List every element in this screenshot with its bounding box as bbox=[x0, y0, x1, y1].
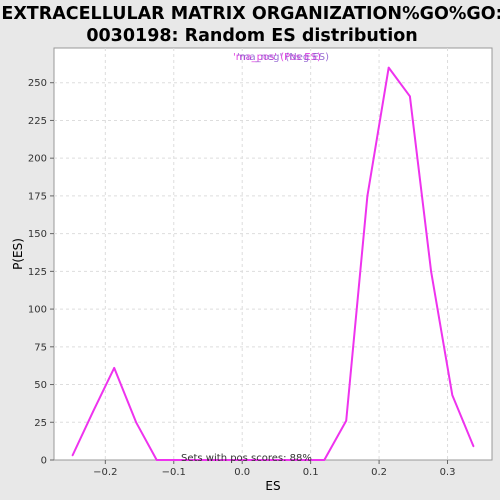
data-point bbox=[135, 421, 137, 424]
series-line bbox=[71, 66, 475, 461]
y-tick-label: 175 bbox=[28, 191, 47, 202]
legend-entry-neg: 'ma_neg' (Neg ES) bbox=[237, 52, 329, 63]
data-point bbox=[258, 459, 261, 461]
legend-entry-pos: 'ma_pos' (Pos ES) bbox=[233, 52, 321, 63]
x-tick-label: −0.2 bbox=[93, 467, 117, 478]
data-point bbox=[196, 459, 199, 461]
data-point bbox=[113, 367, 116, 369]
y-tick-label: 75 bbox=[34, 342, 47, 353]
y-tick-label: 50 bbox=[34, 380, 47, 391]
x-axis-label: ES bbox=[265, 479, 280, 493]
y-tick-label: 100 bbox=[28, 305, 47, 316]
data-point bbox=[345, 419, 348, 422]
plot-area bbox=[53, 47, 493, 461]
data-point bbox=[451, 394, 454, 396]
data-point bbox=[472, 445, 475, 448]
x-tick-label: 0.0 bbox=[234, 467, 250, 478]
data-point bbox=[155, 459, 158, 461]
data-point bbox=[387, 66, 390, 69]
data-point bbox=[92, 410, 94, 413]
y-tick-label: 125 bbox=[28, 267, 47, 278]
grid bbox=[54, 48, 492, 460]
x-tick-label: 0.3 bbox=[440, 467, 456, 478]
y-tick-label: 250 bbox=[28, 78, 47, 89]
data-point bbox=[71, 454, 74, 457]
data-point bbox=[217, 459, 220, 461]
data-point bbox=[366, 195, 369, 197]
chart-title-line1: EXTRACELLULAR MATRIX ORGANIZATION%GO%GO: bbox=[1, 4, 500, 24]
y-tick-label: 225 bbox=[28, 116, 47, 127]
chart-title-line2: 0030198: Random ES distribution bbox=[86, 26, 417, 46]
y-tick-label: 200 bbox=[28, 154, 47, 165]
x-tick-label: −0.1 bbox=[162, 467, 186, 478]
pos-scores-annotation: Sets with pos scores: 88% bbox=[181, 453, 312, 464]
y-tick-label: 25 bbox=[34, 418, 47, 429]
data-point bbox=[323, 459, 326, 461]
y-tick-label: 150 bbox=[28, 229, 47, 240]
data-point bbox=[299, 459, 302, 461]
axes: 0 25 50 75 100 125 150 175 200 225 250 −0.2 −0.1 0.0 0… bbox=[28, 78, 456, 478]
data-point bbox=[279, 459, 281, 461]
data-point bbox=[409, 95, 411, 98]
data-point bbox=[430, 270, 432, 273]
y-axis-label: P(ES) bbox=[11, 238, 25, 270]
x-tick-label: 0.1 bbox=[303, 467, 319, 478]
y-tick-label: 0 bbox=[41, 456, 47, 467]
data-point bbox=[237, 459, 240, 461]
series-layer bbox=[71, 66, 475, 461]
data-point bbox=[176, 459, 178, 461]
x-tick-label: 0.2 bbox=[371, 467, 387, 478]
